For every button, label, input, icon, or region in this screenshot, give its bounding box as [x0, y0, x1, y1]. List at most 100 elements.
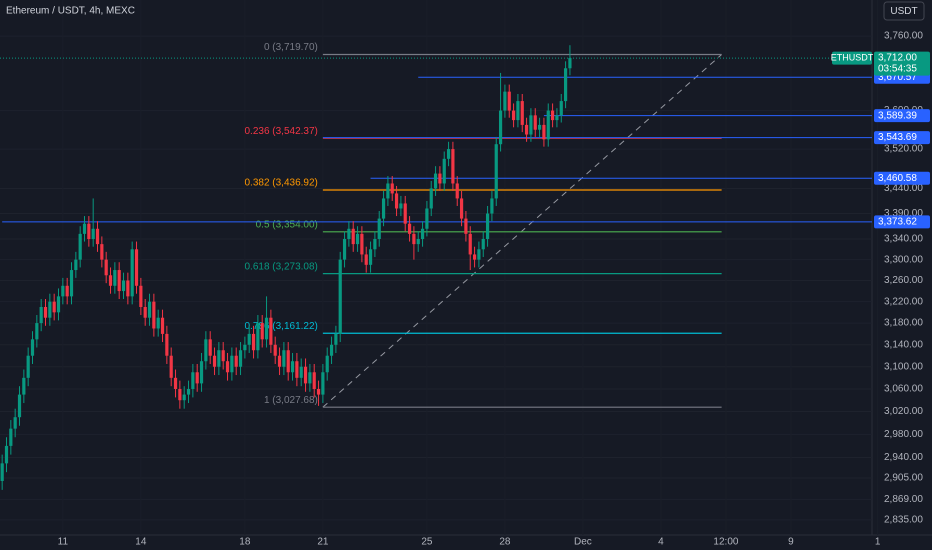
currency-button[interactable]: [883, 1, 925, 21]
candle-body: [4, 445, 9, 464]
candle-body: [13, 417, 17, 429]
x-tick-label: 12:00: [713, 537, 738, 548]
candle-body: [355, 233, 360, 245]
candle-body: [104, 259, 108, 276]
candle-body: [117, 270, 121, 292]
last-price-label: 3,712.00: [878, 53, 917, 64]
fib-level-label: 1 (3,027.68): [264, 395, 318, 406]
candle-body: [390, 183, 394, 194]
candle-body: [130, 249, 134, 297]
candle-body: [30, 339, 35, 356]
x-tick-label: 28: [499, 537, 511, 548]
candle-body: [511, 110, 516, 121]
candle-body: [407, 223, 412, 234]
candle-body: [403, 203, 407, 224]
candle-body: [256, 323, 260, 351]
candle-body: [9, 428, 13, 446]
candle-body: [186, 388, 191, 395]
candle-body: [269, 317, 273, 345]
y-tick-label: 3,140.00: [884, 339, 923, 350]
symbol-label: ETHUSDT: [831, 52, 874, 62]
price-line-label: 3,589.39: [878, 110, 917, 121]
y-tick-label: 3,220.00: [884, 296, 923, 307]
last-price-badge: [874, 51, 930, 76]
candle-body: [529, 115, 533, 135]
candle-body: [533, 115, 537, 130]
candle-body: [22, 377, 26, 395]
candle-body: [217, 350, 221, 367]
candle-body: [442, 158, 446, 184]
candle-body: [169, 355, 173, 378]
candle-body: [477, 249, 481, 260]
y-tick-label: 2,869.00: [884, 494, 923, 505]
candle-body: [204, 339, 208, 362]
candle-body: [321, 372, 325, 395]
candle-body: [43, 307, 48, 318]
candle-body: [91, 228, 95, 239]
candle-body: [368, 249, 373, 265]
price-line-label: 3,373.62: [878, 216, 917, 227]
candle-body: [87, 223, 91, 239]
candle-body: [199, 361, 204, 384]
x-tick-label: 4: [658, 537, 664, 548]
candle-body: [485, 213, 490, 239]
y-tick-label: 3,060.00: [884, 384, 923, 395]
candle-body: [165, 333, 169, 356]
candle-body: [494, 144, 498, 199]
candle-body: [156, 317, 160, 329]
candle-body: [113, 270, 117, 286]
candle-body: [464, 218, 468, 234]
candle-body: [290, 361, 295, 373]
candle-body: [360, 233, 364, 255]
price-line-badge: [874, 215, 930, 229]
y-tick-label: 2,905.00: [884, 473, 923, 484]
candle-body: [347, 228, 351, 239]
y-tick-label: 3,300.00: [884, 254, 923, 265]
candle-body: [546, 110, 550, 140]
candle-body: [386, 183, 390, 199]
candle-body: [260, 323, 264, 340]
candle-body: [35, 323, 39, 340]
candle-body: [264, 317, 269, 340]
x-tick-label: 18: [239, 537, 251, 548]
y-tick-label: 3,520.00: [884, 144, 923, 155]
candle-body: [455, 183, 459, 199]
currency-button-label[interactable]: USDT: [890, 6, 917, 17]
y-tick-label: 2,940.00: [884, 452, 923, 463]
y-tick-label: 2,835.00: [884, 514, 923, 525]
x-tick-label: 25: [421, 537, 433, 548]
candle-body: [126, 280, 130, 297]
candle-body: [52, 301, 56, 313]
price-line-label: 3,543.69: [878, 132, 917, 143]
y-tick-label: 2,980.00: [884, 429, 923, 440]
candle-body: [542, 124, 546, 140]
candle-body: [230, 355, 234, 373]
x-tick-label: 21: [317, 537, 329, 548]
candle-body: [282, 350, 286, 367]
fib-level-label: 0.786 (3,161.22): [244, 321, 317, 332]
price-line-label: 3,670.57: [878, 72, 917, 83]
candle-body: [273, 344, 277, 356]
candle-body: [74, 259, 78, 271]
candle-body: [225, 361, 230, 373]
candle-body: [251, 333, 256, 351]
candle-body: [420, 228, 425, 239]
candle-body: [516, 101, 520, 121]
candle-body: [429, 188, 433, 209]
y-tick-label: 3,260.00: [884, 275, 923, 286]
candle-body: [212, 355, 217, 367]
fib-level-label: 0.5 (3,354.00): [256, 219, 318, 230]
x-tick-label: 9: [788, 537, 794, 548]
candle-body: [338, 259, 342, 334]
candle-body: [299, 366, 303, 378]
candle-body: [416, 238, 420, 245]
candle-body: [238, 350, 243, 367]
candle-body: [364, 254, 368, 265]
candle-body: [152, 301, 156, 329]
x-tick-label: Dec: [574, 537, 592, 548]
y-tick-label: 3,180.00: [884, 318, 923, 329]
countdown-label: 03:54:35: [878, 64, 917, 75]
fib-level-label: 0.382 (3,436.92): [244, 178, 317, 189]
candle-body: [563, 68, 568, 102]
